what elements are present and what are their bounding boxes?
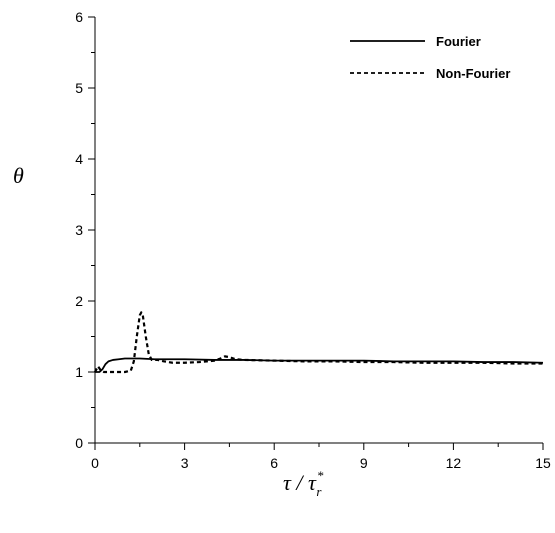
series-line-non-fourier	[94, 311, 543, 374]
legend: Fourier Non-Fourier	[350, 34, 510, 81]
x-tick-label: 0	[91, 455, 99, 471]
x-axis-label: τ / τ* r	[283, 468, 324, 499]
x-ticks: 0 3 6 9 12 15	[91, 443, 551, 471]
y-tick-label: 3	[75, 222, 83, 238]
x-tick-label: 15	[535, 455, 551, 471]
x-tick-label: 3	[181, 455, 189, 471]
legend-label-fourier: Fourier	[436, 34, 481, 49]
y-tick-label: 0	[75, 435, 83, 451]
y-tick-label: 6	[75, 9, 83, 25]
x-axis-label-superscript: *	[317, 468, 324, 483]
x-tick-label: 6	[270, 455, 278, 471]
y-tick-label: 4	[75, 151, 83, 167]
y-tick-label: 2	[75, 293, 83, 309]
y-tick-label: 1	[75, 364, 83, 380]
x-axis-label-subscript: r	[316, 484, 322, 499]
y-tick-label: 5	[75, 80, 83, 96]
x-tick-label: 9	[360, 455, 368, 471]
legend-label-non-fourier: Non-Fourier	[436, 66, 510, 81]
x-tick-label: 12	[446, 455, 462, 471]
y-ticks: 0 1 2 3 4 5 6	[75, 9, 95, 451]
y-axis-label: θ	[13, 163, 24, 188]
plot-series	[94, 311, 544, 374]
